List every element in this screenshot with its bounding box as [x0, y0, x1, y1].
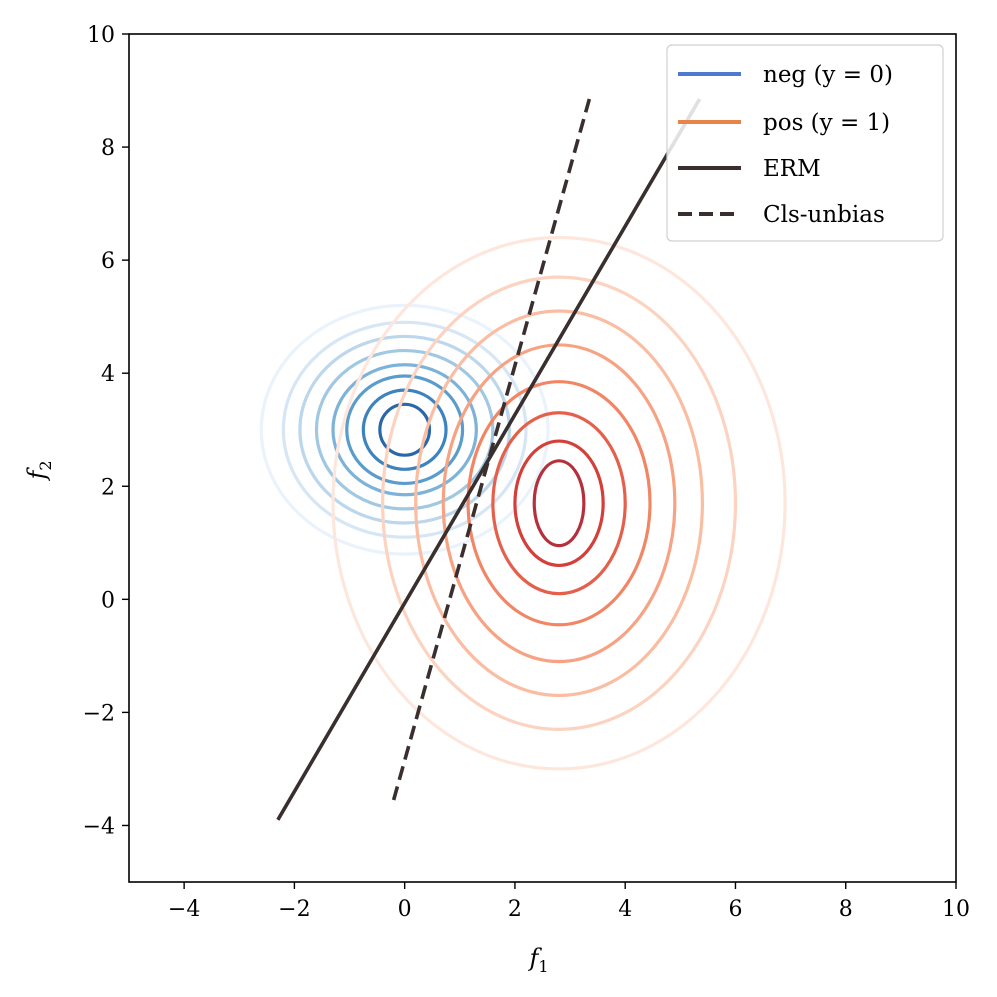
y-tick-label: −2: [83, 701, 115, 726]
series-1-contour-level-6: [513, 439, 605, 568]
y-tick-label: 2: [101, 475, 115, 500]
x-axis-label: f1: [527, 944, 548, 976]
legend: neg (y = 0) pos (y = 1) ERM Cls-unbias: [666, 44, 944, 242]
y-tick-label: 8: [101, 136, 115, 161]
series-1-contour-level-2: [414, 309, 704, 698]
x-tick-label: 2: [508, 897, 522, 922]
series-1-contour-level-1: [381, 275, 738, 731]
series-3-boundary-line: [391, 98, 592, 801]
y-axis-label-sub: 2: [36, 460, 55, 470]
y-tick-label: 0: [101, 588, 115, 613]
legend-label-neg: neg (y = 0): [763, 62, 893, 88]
series-0-contour-level-7: [378, 402, 432, 457]
y-tick-label: 4: [101, 362, 115, 387]
series-1-contour-level-7: [532, 459, 586, 548]
x-axis-ticks: −4 −2 0 2 4 6 8 10: [168, 882, 970, 922]
series-2-boundary-line: [276, 98, 702, 821]
x-tick-label: 8: [839, 897, 853, 922]
series-1-contour-level-3: [441, 343, 677, 664]
y-tick-label: 6: [101, 249, 115, 274]
plot-area: [259, 98, 787, 821]
series-1-contour-level-4: [466, 380, 652, 627]
series-0-contour-level-2: [298, 334, 512, 525]
x-axis-label-sub: 1: [538, 957, 548, 976]
x-tick-label: 10: [942, 897, 970, 922]
x-tick-label: 6: [728, 897, 742, 922]
series-0-contour-level-6: [361, 388, 448, 471]
series-0-contour-level-0: [259, 303, 550, 556]
y-tick-label: −4: [83, 814, 115, 839]
legend-label-cls-unbias: Cls-unbias: [763, 202, 885, 228]
series-1-contour-level-0: [331, 235, 787, 771]
series-0-contour-level-3: [314, 348, 495, 511]
y-axis-ticks: −4 −2 0 2 4 6 8 10: [83, 23, 129, 839]
series-0-contour-level-5: [345, 374, 465, 486]
x-tick-label: −4: [168, 897, 200, 922]
y-axis-label: f2: [23, 460, 55, 481]
legend-label-pos: pos (y = 1): [763, 110, 890, 136]
plot-frame: [128, 33, 957, 883]
x-tick-label: −2: [278, 897, 310, 922]
legend-label-erm: ERM: [763, 156, 821, 182]
series-0-contour-level-1: [281, 320, 528, 539]
x-tick-label: 0: [398, 897, 412, 922]
y-tick-label: 10: [87, 23, 115, 48]
x-tick-label: 4: [618, 897, 632, 922]
legend-box: [666, 44, 944, 242]
series-0-contour-level-4: [331, 363, 478, 497]
series-1-contour-level-5: [491, 411, 627, 596]
